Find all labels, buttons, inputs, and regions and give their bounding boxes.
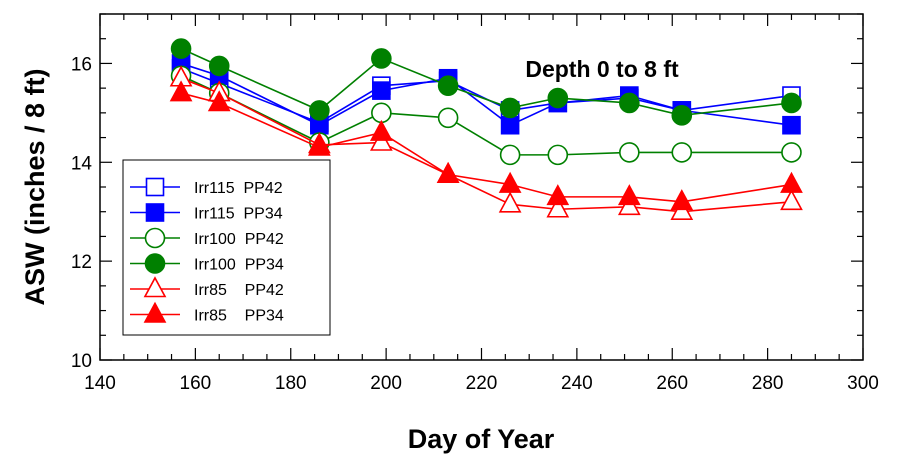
y-tick-label: 14: [71, 153, 93, 174]
series-line: [180, 62, 792, 127]
data-point: [782, 115, 801, 135]
legend-label: Irr115 PP34: [194, 206, 283, 223]
x-tick-label: 240: [561, 373, 593, 394]
legend-marker: [143, 301, 167, 323]
data-point: [371, 48, 392, 69]
series-1: [171, 59, 801, 133]
x-tick-label: 200: [370, 373, 402, 394]
data-point: [498, 191, 522, 213]
data-point: [208, 55, 230, 77]
data-point: [369, 119, 393, 141]
legend-marker: [144, 253, 166, 274]
data-point: [670, 189, 694, 211]
legend-marker: [145, 177, 165, 197]
data-point: [372, 81, 391, 100]
data-point: [207, 90, 231, 112]
data-point: [437, 75, 459, 96]
data-point: [498, 171, 522, 193]
series-2: [171, 54, 801, 135]
x-tick-label: 140: [84, 373, 116, 394]
data-point: [170, 38, 192, 59]
data-point: [546, 196, 570, 218]
data-point: [780, 189, 803, 211]
data-point: [671, 142, 693, 163]
data-point: [371, 102, 392, 124]
legend-marker: [143, 276, 167, 298]
x-tick-label: 260: [656, 373, 688, 394]
tick-labels: 140 160 180 200 220 240 260 280 300 10 12 14 16: [71, 54, 879, 394]
series-line: [180, 75, 792, 156]
data-point: [546, 184, 570, 206]
x-tick-label: 180: [275, 373, 307, 394]
series-layer: [169, 38, 803, 221]
series-line: [180, 47, 792, 117]
series-line: [180, 67, 792, 124]
series-3: [170, 65, 802, 166]
series-line: [180, 92, 792, 203]
axis-ticks: [99, 13, 864, 361]
data-point: [436, 161, 460, 183]
data-point: [780, 171, 803, 193]
data-point: [781, 142, 802, 163]
data-point: [500, 115, 520, 135]
legend-label: Irr115 PP42: [194, 180, 283, 197]
legend-label: Irr100 PP34: [194, 257, 284, 274]
series-4: [170, 38, 802, 126]
legend-marker: [144, 227, 166, 249]
y-tick-label: 10: [71, 351, 92, 372]
data-point: [547, 144, 569, 166]
legend-label: Irr85 PP42: [194, 282, 284, 299]
legend-marker: [145, 203, 165, 222]
data-point: [547, 87, 569, 109]
legend-label: Irr100 PP42: [194, 231, 284, 248]
data-point: [671, 105, 693, 126]
data-point: [437, 107, 459, 129]
data-point: [307, 134, 331, 156]
data-point: [781, 92, 802, 114]
x-tick-label: 160: [180, 373, 212, 394]
data-point: [619, 142, 640, 163]
data-point: [619, 92, 640, 114]
annotation-text: Depth 0 to 8 ft: [525, 56, 679, 82]
data-point: [499, 144, 521, 166]
x-tick-label: 220: [466, 373, 498, 394]
series-line: [180, 77, 792, 213]
x-tick-label: 280: [752, 373, 784, 394]
data-point: [309, 100, 330, 121]
data-point: [169, 80, 193, 102]
y-tick-label: 16: [71, 54, 92, 75]
data-point: [499, 97, 521, 119]
y-axis-title: ASW (inches / 8 ft): [20, 68, 50, 305]
y-tick-label: 12: [71, 252, 92, 273]
x-axis-title: Day of Year: [408, 424, 555, 454]
series-6: [169, 80, 803, 211]
data-point: [617, 184, 641, 206]
legend: Irr115 PP42 Irr115 PP34 Irr100 PP42 Irr100 …: [122, 159, 331, 336]
legend-label: Irr85 PP34: [194, 308, 284, 325]
x-tick-label: 300: [847, 373, 879, 394]
